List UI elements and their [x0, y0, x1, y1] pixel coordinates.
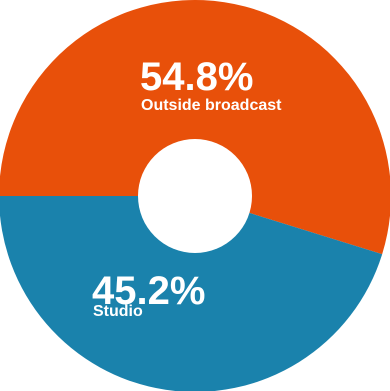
slice-value-outside-broadcast: 54.8%: [140, 55, 253, 99]
labels-group: 54.8% Outside broadcast 45.2% Studio: [92, 55, 282, 320]
slice-studio: [0, 196, 383, 391]
donut-hole: [138, 139, 252, 253]
slice-value-studio: 45.2%: [92, 269, 205, 313]
slice-outside-broadcast: [0, 0, 390, 255]
slice-label-outside-broadcast: Outside broadcast: [141, 97, 282, 114]
slice-label-studio: Studio: [93, 303, 143, 320]
